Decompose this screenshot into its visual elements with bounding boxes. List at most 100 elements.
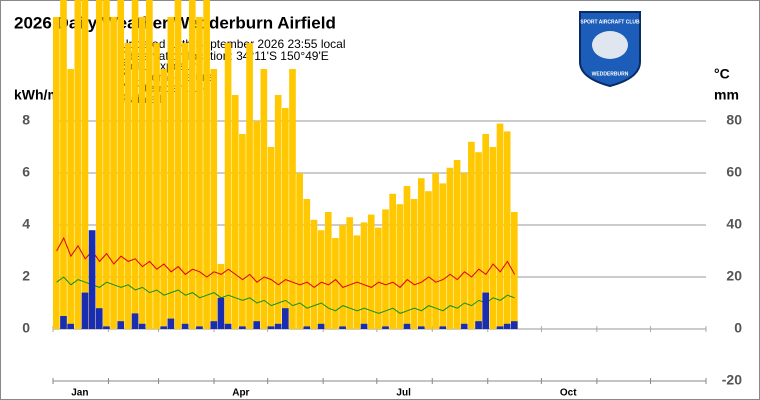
- solar-bar: [510, 212, 518, 329]
- solar-bar: [346, 217, 354, 329]
- rain-bar: [253, 321, 261, 329]
- solar-bar: [67, 69, 74, 329]
- solar-bar: [360, 222, 368, 329]
- rain-bar: [81, 292, 89, 329]
- rain-bar: [382, 326, 389, 329]
- solar-bar: [224, 43, 232, 329]
- rain-bar: [503, 323, 511, 329]
- y-axis-label: kWh/m²: [14, 87, 65, 103]
- solar-bar: [417, 178, 425, 329]
- rain-bar: [210, 321, 218, 329]
- solar-bar: [403, 186, 411, 329]
- rain-bar: [224, 323, 232, 329]
- solar-bar: [425, 191, 432, 329]
- marks: [53, 0, 518, 329]
- solar-bar: [239, 134, 246, 329]
- solar-bar: [81, 0, 89, 329]
- solar-bar: [210, 69, 218, 329]
- y-tick-label: 2: [22, 268, 30, 284]
- x-tick-label: Jul: [396, 388, 411, 399]
- solar-bar: [296, 173, 303, 329]
- temperature-line: [56, 236, 516, 289]
- solar-bar: [303, 199, 311, 329]
- solar-bar: [153, 43, 160, 329]
- solar-bar: [339, 225, 346, 329]
- rain-bar: [88, 230, 96, 329]
- solar-bar: [503, 131, 511, 329]
- y2-axis-label: °C: [714, 66, 730, 82]
- solar-bar: [310, 219, 318, 329]
- rain-bar: [439, 326, 447, 329]
- rain-bar: [360, 323, 368, 329]
- y2-tick-label: -20: [722, 372, 742, 388]
- solar-bar: [389, 193, 396, 329]
- solar-bar: [253, 121, 261, 329]
- x-tick-label: Jan: [71, 388, 88, 399]
- rain-bar: [482, 292, 490, 329]
- x-tick-label: Apr: [232, 388, 249, 399]
- rain-bar: [510, 321, 518, 329]
- rain-bar: [167, 318, 175, 329]
- solar-bar: [468, 141, 475, 329]
- solar-bar: [160, 69, 167, 329]
- solar-bar: [410, 199, 418, 329]
- rain-bar: [138, 323, 146, 329]
- rain-bar: [239, 326, 246, 329]
- rain-bar: [103, 326, 110, 329]
- solar-bar: [124, 43, 132, 329]
- solar-bar: [174, 0, 182, 329]
- solar-bar: [203, 0, 210, 329]
- rain-bar: [403, 323, 411, 329]
- y-tick-label: 8: [22, 112, 30, 128]
- solar-bar: [489, 147, 497, 329]
- logo-text: WEDDERBURN: [592, 71, 629, 77]
- solar-bar: [439, 183, 447, 329]
- y2-tick-label: 40: [726, 216, 742, 232]
- solar-bar: [103, 0, 110, 329]
- rain-bar: [339, 326, 346, 329]
- solar-bar: [396, 204, 404, 329]
- solar-bar: [267, 147, 275, 329]
- solar-bar: [281, 108, 289, 329]
- rain-bar: [274, 323, 282, 329]
- solar-bar: [375, 227, 382, 329]
- solar-bar: [446, 167, 454, 329]
- solar-bar: [324, 212, 332, 329]
- solar-bar: [274, 95, 282, 329]
- y2-axis-label: mm: [714, 87, 739, 103]
- logo-text: SPORT AIRCRAFT CLUB: [580, 19, 640, 25]
- rain-bar: [160, 326, 167, 329]
- rain-bar: [303, 326, 311, 329]
- solar-bar: [246, 43, 253, 329]
- y-tick-label: 6: [22, 164, 30, 180]
- rain-bar: [60, 316, 67, 329]
- rain-bar: [117, 321, 125, 329]
- rain-bar: [131, 313, 139, 329]
- solar-bar: [117, 0, 125, 329]
- solar-bar: [53, 17, 60, 329]
- solar-bar: [74, 0, 82, 329]
- solar-bar: [453, 160, 461, 329]
- solar-bar: [289, 69, 296, 329]
- rain-bar: [196, 326, 203, 329]
- rain-bar: [317, 323, 325, 329]
- solar-bar: [496, 123, 504, 329]
- rain-bar: [496, 326, 504, 329]
- y2-tick-label: 0: [734, 320, 742, 336]
- y2-tick-label: 80: [726, 112, 742, 128]
- solar-bar: [475, 152, 482, 329]
- solar-bar: [110, 17, 117, 329]
- solar-bar: [460, 173, 468, 329]
- rain-bar: [95, 308, 103, 329]
- solar-bar: [260, 69, 268, 329]
- solar-bar: [332, 238, 339, 329]
- y-tick-label: 0: [22, 320, 30, 336]
- solar-bar: [95, 0, 103, 329]
- solar-bar: [60, 0, 67, 329]
- solar-bar: [181, 43, 189, 329]
- y2-tick-label: 20: [726, 268, 742, 284]
- solar-bar: [131, 0, 139, 329]
- solar-bar: [217, 264, 225, 329]
- logo: SPORT AIRCRAFT CLUB WEDDERBURN: [579, 11, 641, 88]
- y-tick-label: 4: [22, 216, 30, 232]
